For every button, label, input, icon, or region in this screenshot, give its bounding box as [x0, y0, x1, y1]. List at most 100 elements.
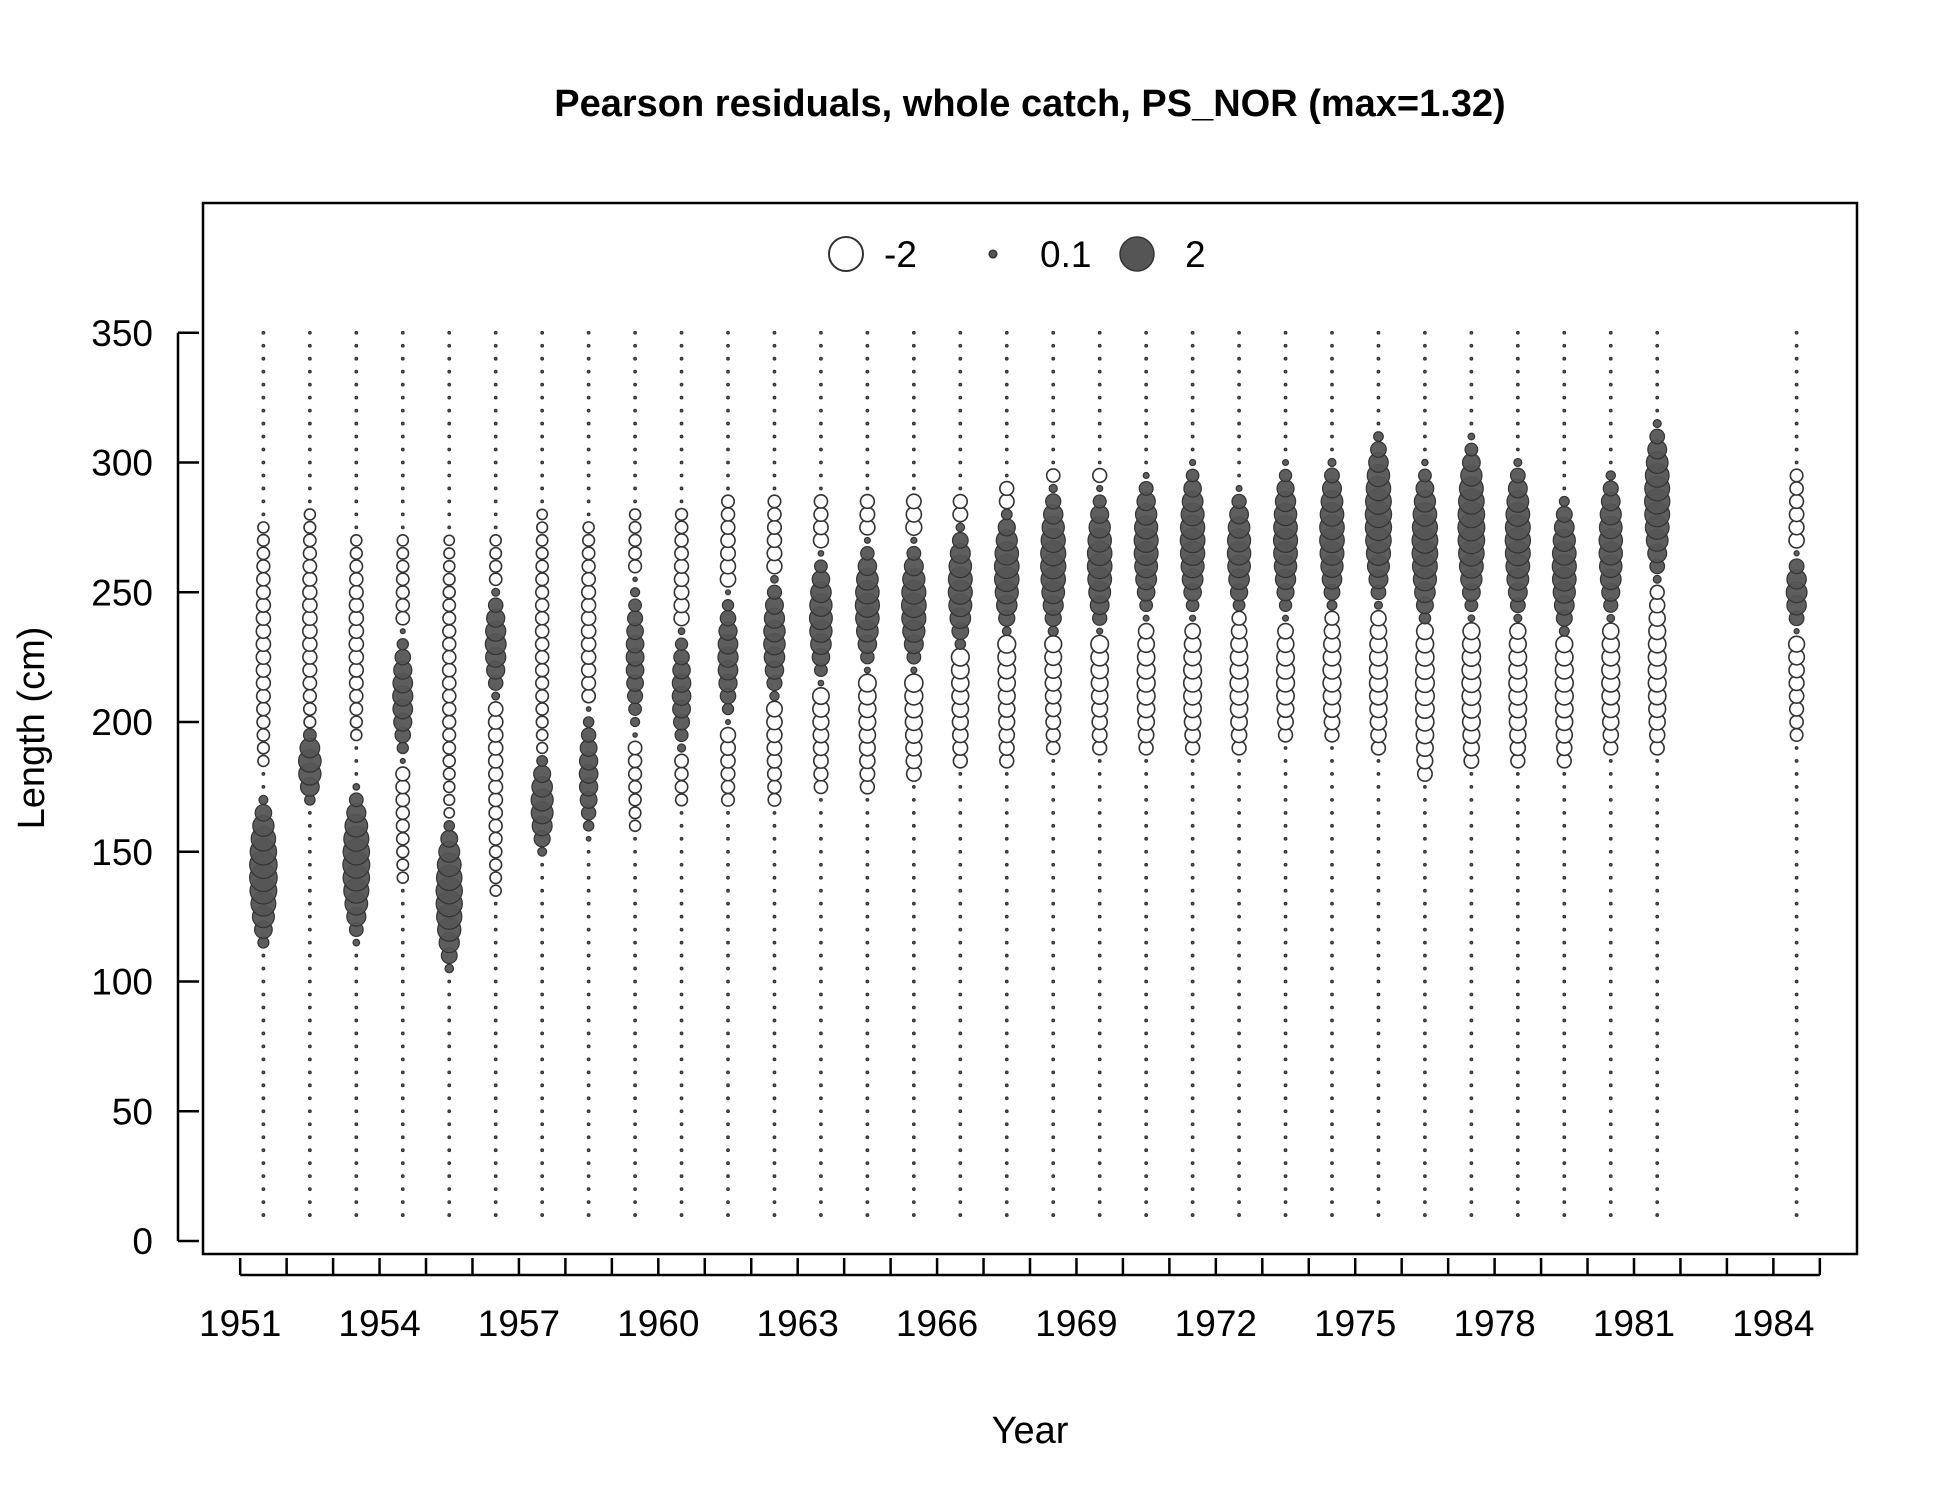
residual-bubble: [720, 519, 736, 535]
residual-bubble: [586, 1200, 591, 1204]
residual-bubble: [489, 546, 503, 560]
residual-bubble: [1183, 479, 1202, 498]
residual-bubble: [1004, 1018, 1009, 1023]
residual-bubble: [1515, 940, 1520, 945]
residual-bubble: [535, 533, 549, 547]
residual-bubble: [1562, 1109, 1567, 1114]
residual-bubble: [1562, 901, 1567, 906]
residual-bubble: [1608, 1070, 1613, 1075]
residual-bubble: [399, 757, 406, 765]
residual-bubble: [997, 634, 1017, 654]
residual-bubble: [1608, 1200, 1613, 1204]
residual-bubble: [1423, 836, 1427, 841]
residual-bubble: [354, 1161, 359, 1166]
residual-bubble: [679, 1031, 684, 1036]
residual-bubble: [772, 421, 777, 426]
residual-bubble: [1376, 382, 1381, 387]
residual-bubble: [1051, 914, 1056, 919]
residual-bubble: [354, 330, 359, 335]
residual-bubble: [1515, 1187, 1520, 1192]
residual-bubble: [1469, 1122, 1474, 1127]
residual-bubble: [354, 1109, 359, 1114]
residual-bubble: [261, 772, 266, 776]
residual-bubble: [493, 1109, 498, 1114]
residual-bubble: [1144, 1161, 1149, 1166]
residual-bubble: [1794, 849, 1799, 854]
residual-bubble: [1515, 836, 1520, 841]
residual-bubble: [1794, 927, 1799, 932]
residual-bubble: [1515, 447, 1520, 452]
residual-bubble: [447, 979, 452, 984]
residual-bubble: [772, 1148, 777, 1153]
residual-bubble: [724, 718, 732, 726]
residual-bubble: [1190, 901, 1195, 906]
residual-bubble: [1655, 940, 1660, 945]
residual-bubble: [1794, 1005, 1799, 1010]
residual-bubble: [1655, 330, 1660, 335]
residual-bubble: [535, 715, 549, 729]
residual-bubble: [911, 914, 916, 919]
residual-bubble: [1655, 1161, 1660, 1166]
residual-bubble: [400, 1148, 405, 1153]
residual-bubble: [1376, 395, 1381, 400]
residual-bubble: [1330, 1031, 1334, 1036]
residual-bubble: [958, 1109, 963, 1114]
residual-bubble: [911, 382, 916, 387]
residual-bubble: [487, 727, 504, 743]
residual-bubble: [911, 421, 916, 426]
residual-bubble: [352, 938, 361, 947]
residual-bubble: [1608, 1187, 1613, 1192]
residual-bubble: [1097, 395, 1102, 400]
residual-bubble: [586, 395, 591, 400]
residual-bubble: [1051, 434, 1056, 439]
residual-bubble: [1469, 421, 1474, 426]
residual-bubble: [586, 875, 591, 880]
residual-bubble: [493, 486, 498, 491]
residual-bubble: [488, 559, 503, 574]
residual-bubble: [1788, 701, 1805, 717]
residual-bubble: [447, 473, 452, 478]
residual-bubble: [910, 536, 918, 544]
residual-bubble: [400, 1200, 405, 1204]
residual-bubble: [772, 330, 777, 335]
residual-bubble: [726, 1109, 730, 1114]
residual-bubble: [1051, 1083, 1056, 1088]
residual-bubble: [1237, 914, 1241, 919]
residual-bubble: [493, 499, 498, 504]
residual-bubble: [679, 343, 684, 348]
residual-bubble: [580, 727, 597, 743]
residual-bubble: [581, 559, 596, 574]
residual-bubble: [1283, 836, 1288, 841]
residual-bubble: [307, 1005, 312, 1010]
residual-bubble: [586, 1135, 591, 1140]
residual-bubble: [865, 797, 870, 802]
residual-bubble: [400, 421, 405, 426]
residual-bubble: [1423, 330, 1427, 335]
residual-bubble: [772, 473, 777, 478]
residual-bubble: [1283, 875, 1288, 880]
residual-bubble: [629, 587, 641, 598]
residual-bubble: [679, 849, 684, 854]
residual-bubble: [1283, 1122, 1288, 1127]
residual-bubble: [1097, 784, 1102, 789]
residual-bubble: [1794, 797, 1799, 802]
residual-bubble: [1655, 1174, 1660, 1179]
residual-bubble: [1376, 1135, 1381, 1140]
residual-bubble: [1515, 888, 1520, 893]
residual-bubble: [447, 1018, 452, 1023]
residual-bubble: [493, 1096, 498, 1101]
residual-bubble: [540, 940, 545, 945]
residual-bubble: [1283, 1187, 1288, 1192]
residual-bubble: [1283, 356, 1288, 361]
residual-bubble: [487, 740, 504, 756]
residual-bubble: [586, 421, 591, 426]
residual-bubble: [1330, 408, 1334, 413]
residual-bubble: [1051, 772, 1056, 776]
residual-bubble: [1469, 1161, 1474, 1166]
residual-bubble: [580, 662, 597, 678]
residual-bubble: [726, 356, 730, 361]
residual-bubble: [1608, 408, 1613, 413]
residual-bubble: [958, 862, 963, 867]
residual-bubble: [1231, 610, 1247, 626]
residual-bubble: [1051, 1031, 1056, 1036]
